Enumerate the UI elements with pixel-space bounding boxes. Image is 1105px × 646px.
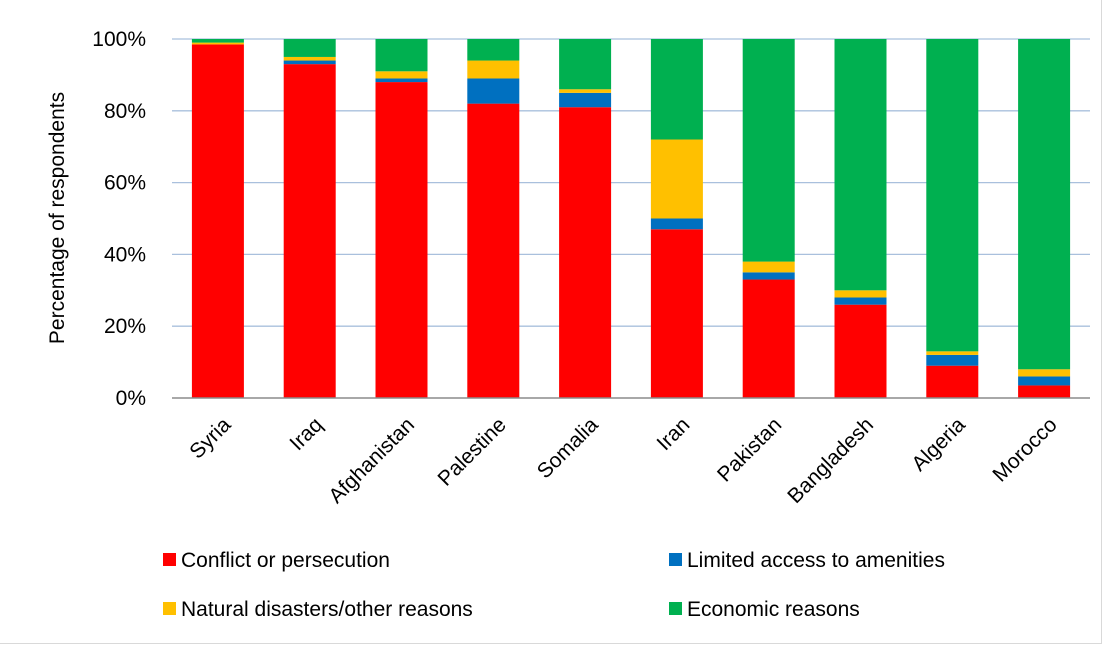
- bar-segment: [375, 39, 428, 72]
- x-tick-label: Bangladesh: [783, 413, 878, 508]
- bar-segment: [191, 42, 244, 45]
- bar-segment: [559, 107, 612, 399]
- bar-segment: [742, 39, 795, 262]
- x-tick-label: Iraq: [285, 413, 327, 455]
- bar-segment: [926, 354, 979, 366]
- bar-segment: [375, 71, 428, 79]
- legend-label: Conflict or persecution: [181, 549, 390, 572]
- bar-segment: [926, 39, 979, 352]
- legend-swatch: [163, 553, 176, 566]
- bar-segment: [1018, 376, 1071, 386]
- x-tick-label: Somalia: [533, 413, 603, 483]
- bar-segment: [1018, 39, 1071, 370]
- bar-segment: [926, 351, 979, 355]
- legend-swatch: [163, 602, 176, 615]
- bar-segment: [834, 39, 887, 291]
- bar-segment: [1018, 385, 1071, 398]
- legend-swatch: [669, 553, 682, 566]
- bar-segment: [742, 279, 795, 398]
- x-tick-label: Iran: [653, 413, 695, 455]
- bar-segment: [742, 261, 795, 273]
- legend: Conflict or persecution Limited access to…: [163, 549, 945, 621]
- x-tick-label: Algeria: [907, 413, 970, 476]
- y-axis-title: Percentage of respondents: [46, 92, 69, 344]
- bar-segment: [834, 290, 887, 298]
- y-tick-label: 20%: [104, 315, 146, 338]
- bar-segment: [375, 82, 428, 398]
- x-tick-label: Morocco: [988, 413, 1061, 486]
- legend-label: Economic reasons: [687, 598, 860, 621]
- bar-segment: [650, 218, 703, 230]
- bar-segment: [283, 60, 336, 65]
- bar-segment: [742, 272, 795, 280]
- bar-segment: [1018, 369, 1071, 377]
- bars: [191, 39, 1071, 399]
- legend-label: Limited access to amenities: [687, 549, 945, 572]
- y-tick-label: 0%: [116, 387, 146, 410]
- y-tick-label: 100%: [92, 28, 146, 51]
- bar-segment: [834, 304, 887, 398]
- legend-label: Natural disasters/other reasons: [181, 598, 473, 621]
- bar-segment: [559, 89, 612, 93]
- bar-segment: [467, 103, 520, 399]
- legend-swatch: [669, 602, 682, 615]
- bar-segment: [283, 39, 336, 57]
- bar-segment: [559, 39, 612, 90]
- bar-segment: [191, 44, 244, 398]
- bar-segment: [191, 39, 244, 43]
- bar-segment: [375, 78, 428, 83]
- bar-segment: [283, 64, 336, 398]
- bar-segment: [467, 60, 520, 79]
- bar-segment: [559, 92, 612, 108]
- bar-segment: [834, 297, 887, 305]
- x-tick-label: Pakistan: [713, 413, 786, 486]
- bar-segment: [650, 39, 703, 140]
- bar-segment: [467, 78, 520, 104]
- bar-segment: [926, 365, 979, 398]
- x-tick-label: Palestine: [433, 413, 510, 490]
- x-tick-label: Syria: [185, 413, 235, 463]
- x-tick-label: Afghanistan: [324, 413, 419, 508]
- bar-segment: [650, 139, 703, 219]
- y-tick-label: 80%: [104, 100, 146, 123]
- bar-segment: [650, 229, 703, 398]
- bar-segment: [467, 39, 520, 61]
- bar-segment: [283, 56, 336, 61]
- y-tick-label: 40%: [104, 243, 146, 266]
- y-tick-label: 60%: [104, 172, 146, 195]
